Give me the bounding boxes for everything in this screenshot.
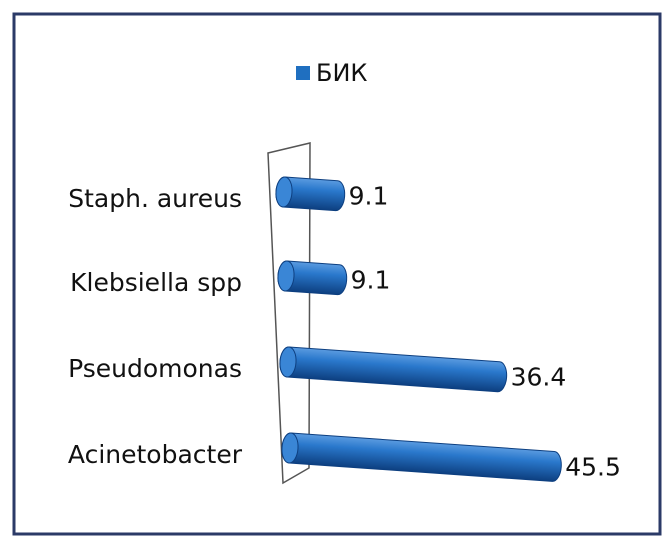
value-label: 9.1 — [349, 182, 389, 211]
bar-cap — [281, 432, 299, 464]
bar-cap — [275, 176, 293, 208]
bar-group — [277, 260, 348, 296]
wall — [267, 142, 311, 485]
value-label: 36.4 — [511, 363, 567, 392]
bar-group — [281, 432, 562, 482]
y-tick-label: Staph. aureus — [68, 184, 242, 213]
bar-cap — [279, 346, 297, 378]
legend-swatch — [296, 66, 310, 80]
bar-group — [275, 176, 346, 212]
bar-cap — [277, 260, 295, 292]
y-tick-label: Klebsiella spp — [70, 268, 242, 297]
legend-label: БИК — [316, 59, 367, 87]
y-tick-label: Pseudomonas — [68, 354, 242, 383]
value-label: 9.1 — [351, 266, 391, 295]
value-label: 45.5 — [565, 452, 621, 481]
bar-group — [279, 346, 508, 393]
y-tick-label: Acinetobacter — [68, 440, 243, 469]
